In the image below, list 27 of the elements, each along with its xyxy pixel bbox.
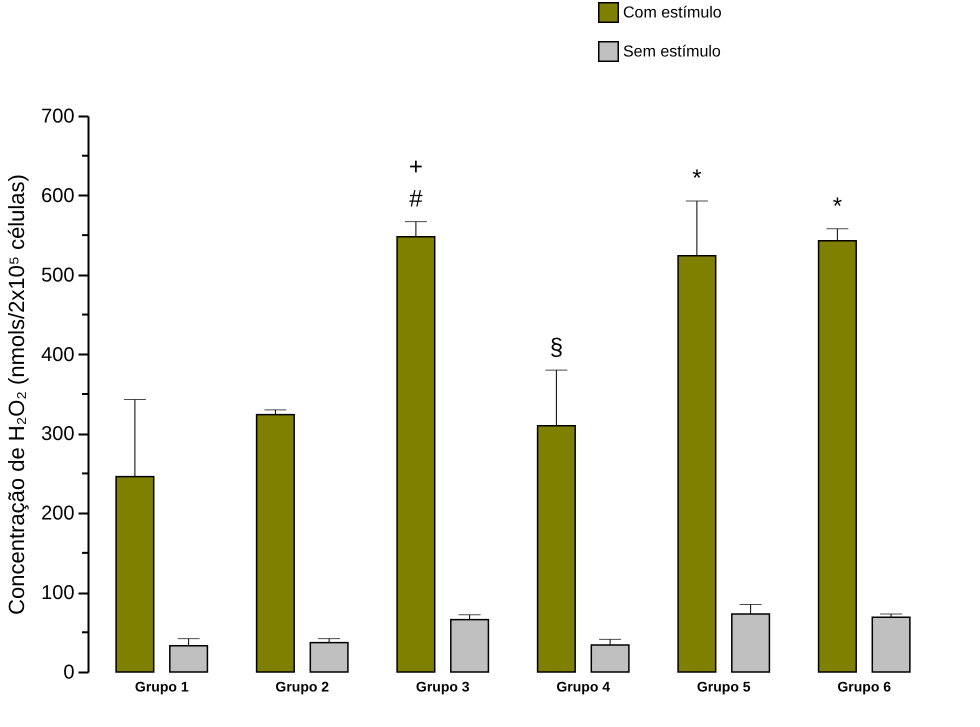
x-tick-label: Grupo 4 [556,678,610,694]
y-tick-label: 600 [41,184,74,207]
y-tick-label: 200 [41,502,74,525]
y-tick-label: 700 [41,106,74,128]
x-tick-label: Grupo 2 [275,678,330,694]
annotation: * [692,164,702,192]
x-tick-label: Grupo 1 [134,678,189,694]
annotation: # [409,186,424,213]
y-tick-label: 100 [41,582,74,604]
bar [450,618,490,673]
x-tick-label: Grupo 3 [416,678,470,694]
bar [590,644,630,673]
y-axis-title: Concentração de H₂O₂ (nmols/2x10⁵ células) [4,174,30,615]
annotation: * [832,192,842,220]
bar [256,414,295,673]
legend-label: Com estímulo [623,4,722,22]
y-tick-label: 300 [41,423,74,446]
bar [310,642,349,673]
legend-label: Sem estímulo [623,44,721,60]
y-tick-label: 0 [63,662,74,684]
annotation: § [550,334,564,362]
x-tick-label: Grupo 5 [696,678,751,694]
bar [872,616,911,673]
x-tick-label: Grupo 6 [837,678,892,694]
annotation: + [408,154,423,181]
y-tick-label: 400 [41,344,74,366]
y-tick-label: 500 [41,264,74,286]
